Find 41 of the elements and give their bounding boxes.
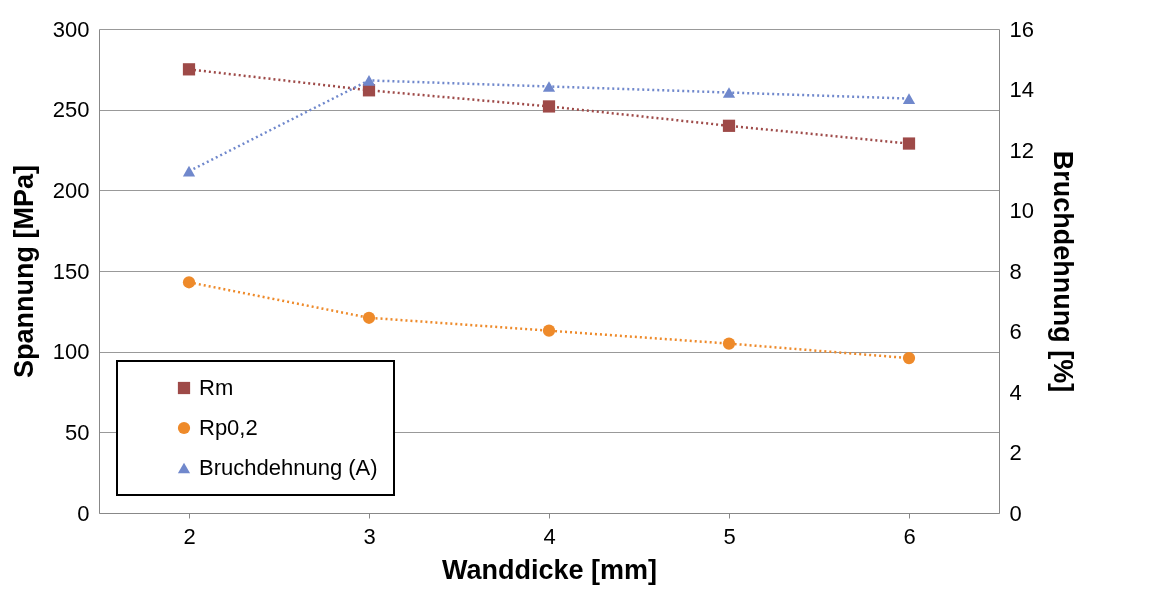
y-tick-label: 300 [52, 16, 90, 42]
x-axis-title: Wanddicke [mm] [441, 554, 658, 585]
y2-tick-label: 2 [1009, 440, 1022, 465]
x-tick-label: 2 [183, 523, 196, 549]
point [722, 337, 736, 350]
y-axis-title: Spannung [MPa] [8, 165, 39, 378]
y2-tick-label: 12 [1009, 137, 1034, 163]
legend-label: Rm [199, 375, 234, 400]
y2-tick-label: 8 [1009, 258, 1022, 284]
y-tick-label: 200 [52, 177, 90, 203]
x-tick-label: 3 [363, 523, 376, 549]
point [182, 63, 196, 76]
point [542, 100, 556, 113]
y2-tick-label: 14 [1009, 77, 1034, 102]
point [902, 93, 916, 104]
point [362, 75, 376, 86]
y-tick-label: 50 [65, 419, 90, 445]
point [362, 311, 376, 324]
y2-tick-label: 0 [1009, 500, 1022, 526]
point [902, 352, 916, 365]
y-tick-label: 0 [77, 500, 90, 526]
point [182, 165, 196, 177]
point [902, 137, 916, 150]
point [542, 324, 556, 337]
y2-tick-label: 4 [1009, 379, 1022, 405]
y2-tick-label: 6 [1009, 319, 1022, 344]
point [542, 81, 556, 92]
y-tick-label: 150 [52, 258, 90, 284]
y2-axis-title: Bruchdehnung [%] [1047, 150, 1078, 393]
legend-label: Bruchdehnung (A) [199, 455, 378, 480]
x-tick-label: 6 [903, 523, 916, 549]
x-tick-label: 5 [723, 523, 736, 549]
y2-tick-label: 10 [1009, 198, 1034, 223]
point [722, 119, 736, 132]
y-tick-label: 250 [52, 97, 90, 123]
x-tick-label: 4 [543, 523, 556, 549]
point [722, 87, 736, 98]
y2-tick-label: 16 [1009, 16, 1034, 42]
point [182, 276, 196, 289]
legend-label: Rp0,2 [199, 415, 258, 440]
y-tick-label: 100 [52, 339, 90, 365]
